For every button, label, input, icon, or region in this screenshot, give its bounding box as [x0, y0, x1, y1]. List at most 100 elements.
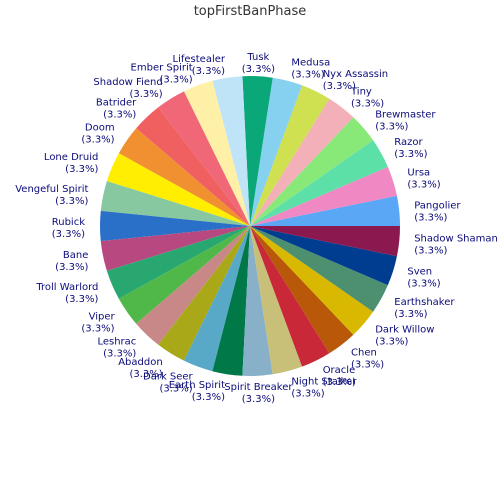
pie-slice: [250, 117, 374, 226]
slice-name: Shadow Shaman: [414, 234, 498, 245]
slice-name: Ember Spirit: [131, 62, 193, 73]
slice-percent: (3.3%): [323, 81, 356, 92]
slice-label: Leshrac (3.3%): [97, 337, 136, 360]
pie-slice: [250, 85, 330, 226]
slice-percent: (3.3%): [55, 262, 88, 273]
slice-percent: (3.3%): [375, 122, 408, 133]
pie-slice: [250, 226, 388, 312]
slice-percent: (3.3%): [129, 89, 162, 100]
slice-label: Sven (3.3%): [407, 266, 440, 289]
slice-percent: (3.3%): [81, 323, 114, 334]
pie-slice: [242, 226, 273, 377]
slice-name: Oracle: [323, 365, 356, 376]
slice-percent: (3.3%): [351, 360, 384, 371]
slice-label: Lifestealer (3.3%): [173, 54, 226, 77]
slice-label: Rubick (3.3%): [52, 217, 85, 240]
slice-label: Doom (3.3%): [81, 123, 114, 146]
pie-slice: [106, 153, 250, 226]
slice-label: Dark Seer (3.3%): [143, 372, 194, 395]
pie-slice: [250, 195, 400, 226]
slice-name: Vengeful Spirit: [15, 184, 88, 195]
pie-slice: [242, 75, 273, 226]
pie-slice: [158, 91, 250, 226]
slice-percent: (3.3%): [407, 278, 440, 289]
slice-name: Night Stalker: [291, 377, 357, 388]
slice-name: Nyx Assassin: [323, 69, 388, 80]
slice-percent: (3.3%): [65, 294, 98, 305]
slice-name: Shadow Fiend: [93, 77, 162, 88]
slice-name: Dark Seer: [143, 372, 194, 383]
pie-slice: [106, 226, 250, 299]
slice-label: Brewmaster (3.3%): [375, 110, 436, 133]
slice-label: Medusa (3.3%): [291, 57, 330, 80]
slice-name: Earthshaker: [394, 297, 455, 308]
slice-name: Earth Spirit: [169, 380, 225, 391]
pie-slice: [250, 226, 303, 375]
pie-slice: [118, 226, 250, 324]
slice-label: Viper (3.3%): [81, 311, 115, 334]
slice-name: Chen: [351, 348, 377, 359]
slice-label: Earth Spirit (3.3%): [169, 380, 225, 403]
slice-label: Lone Druid (3.3%): [44, 152, 99, 175]
pie-slice: [100, 181, 251, 226]
slice-label: Abaddon (3.3%): [118, 357, 163, 380]
pie-slice: [250, 226, 374, 335]
slice-label: Nyx Assassin (3.3%): [323, 69, 388, 92]
slice-percent: (3.3%): [291, 69, 324, 80]
slice-label: Dark Willow (3.3%): [375, 325, 434, 348]
slice-label: Shadow Shaman (3.3%): [414, 234, 498, 257]
slice-label: Ember Spirit (3.3%): [131, 62, 193, 85]
slice-label: Troll Warlord (3.3%): [35, 282, 98, 305]
slice-percent: (3.3%): [81, 135, 114, 146]
slice-name: Lifestealer: [173, 54, 226, 65]
slice-name: Medusa: [291, 57, 330, 68]
slice-label: Earthshaker (3.3%): [394, 297, 455, 320]
pie-slice: [250, 140, 388, 226]
slice-percent: (3.3%): [414, 212, 447, 223]
slice-percent: (3.3%): [103, 349, 136, 360]
pie-slice: [250, 226, 400, 257]
slice-label: Vengeful Spirit (3.3%): [15, 184, 88, 207]
pie-slice: [183, 80, 250, 226]
slice-percent: (3.3%): [129, 369, 162, 380]
pie-slice: [212, 76, 250, 226]
pie-slice: [136, 107, 250, 226]
pie-slices: [99, 75, 400, 377]
slice-name: Viper: [89, 311, 116, 322]
slice-percent: (3.3%): [407, 180, 440, 191]
slice-name: Rubick: [52, 217, 85, 228]
slice-name: Bane: [63, 250, 88, 261]
slice-percent: (3.3%): [291, 389, 324, 400]
slice-label: Batrider (3.3%): [96, 97, 137, 120]
slice-name: Batrider: [96, 97, 137, 108]
slice-label: Oracle (3.3%): [323, 365, 356, 388]
slice-percent: (3.3%): [192, 66, 225, 77]
slice-percent: (3.3%): [414, 246, 447, 257]
slice-percent: (3.3%): [55, 196, 88, 207]
pie-slice: [250, 77, 303, 226]
slice-name: Tiny: [350, 87, 372, 98]
slice-name: Brewmaster: [375, 110, 436, 121]
pie-slice: [250, 166, 397, 226]
slice-percent: (3.3%): [192, 392, 225, 403]
slice-name: Sven: [407, 266, 432, 277]
slice-name: Spirit Breaker: [224, 382, 293, 393]
slice-percent: (3.3%): [103, 109, 136, 120]
slice-percent: (3.3%): [351, 99, 384, 110]
slice-percent: (3.3%): [242, 394, 275, 405]
pie-slice: [250, 226, 354, 354]
pie-slice: [183, 226, 250, 372]
slice-percent: (3.3%): [159, 74, 192, 85]
slice-name: Pangolier: [414, 200, 461, 211]
slice-percent: (3.3%): [394, 309, 427, 320]
slice-label: Spirit Breaker (3.3%): [224, 382, 293, 405]
slice-name: Doom: [85, 123, 115, 134]
slice-label: Tiny (3.3%): [350, 87, 384, 110]
slice-label: Night Stalker (3.3%): [291, 377, 357, 400]
pie-slice: [212, 226, 250, 376]
slice-percent: (3.3%): [375, 337, 408, 348]
slice-name: Razor: [394, 137, 423, 148]
pie-slice: [118, 128, 250, 226]
